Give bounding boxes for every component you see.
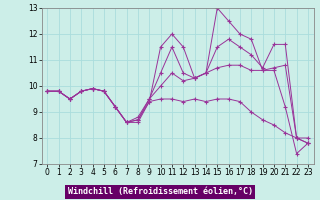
Text: Windchill (Refroidissement éolien,°C): Windchill (Refroidissement éolien,°C) [68, 187, 252, 196]
